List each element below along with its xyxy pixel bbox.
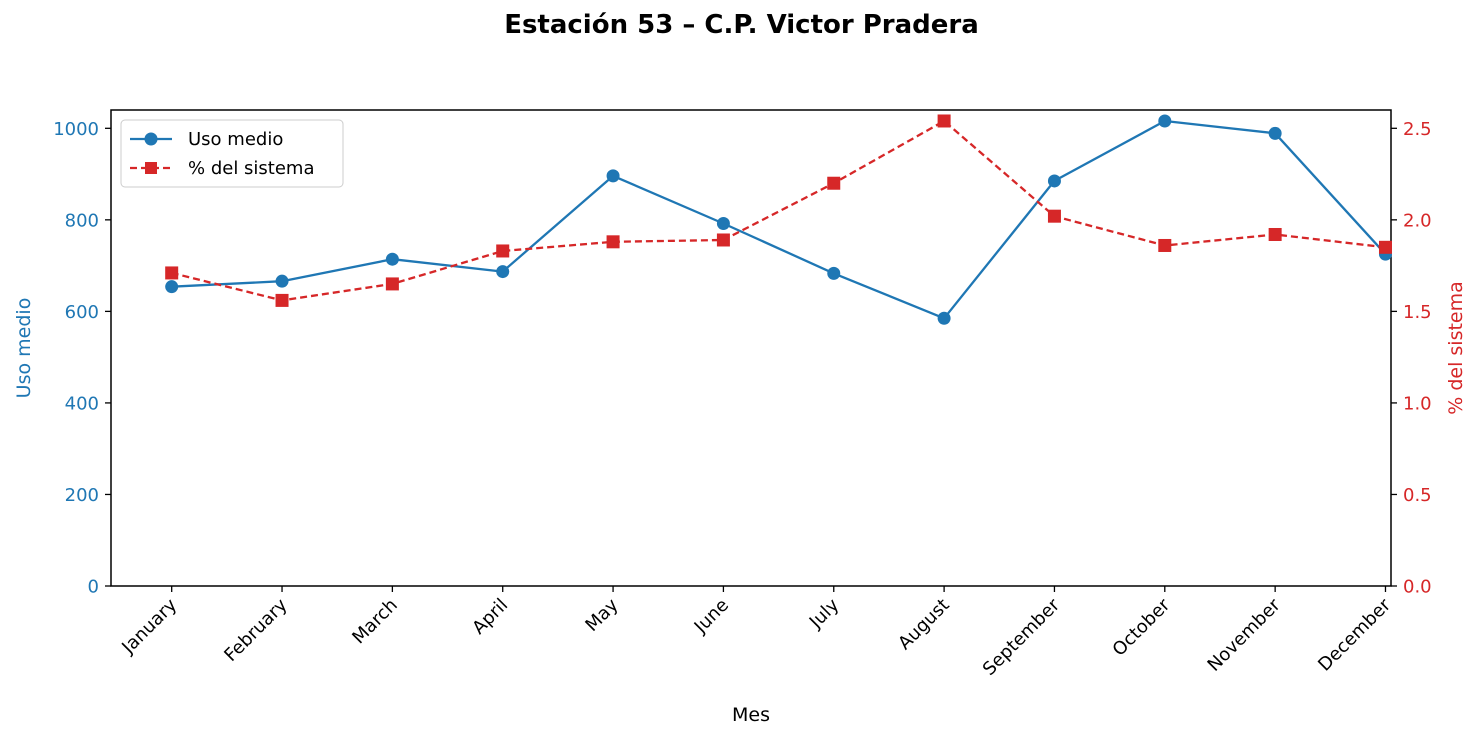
- right-y-axis-label: % del sistema: [1445, 281, 1467, 415]
- left-y-tick-label: 0: [88, 577, 99, 598]
- data-point-uso-medio: [937, 311, 951, 325]
- legend: Uso medio % del sistema: [120, 119, 344, 188]
- data-point-pct-sistema: [1158, 238, 1172, 252]
- x-tick-label: June: [690, 595, 733, 638]
- x-axis-label: Mes: [732, 704, 770, 726]
- left-y-axis: 0 200 400 600 800 1000: [53, 119, 111, 598]
- plot-frame: [110, 109, 1392, 587]
- data-point-pct-sistema: [1268, 227, 1282, 241]
- data-point-pct-sistema: [496, 244, 510, 258]
- data-point-uso-medio: [165, 280, 179, 294]
- data-point-pct-sistema: [1378, 240, 1392, 254]
- data-point-uso-medio: [827, 266, 841, 280]
- left-y-tick-label: 1000: [53, 119, 99, 140]
- x-tick-label: December: [1314, 594, 1395, 675]
- data-point-pct-sistema: [716, 233, 730, 247]
- right-y-axis: 0.0 0.5 1.0 1.5 2.0 2.5: [1391, 119, 1432, 598]
- right-y-tick-label: 2.5: [1403, 119, 1432, 140]
- legend-label-pct-sistema: % del sistema: [188, 158, 315, 179]
- data-point-uso-medio: [496, 265, 510, 279]
- legend-box: [120, 119, 344, 188]
- x-tick-label: October: [1109, 594, 1175, 660]
- data-point-uso-medio: [385, 252, 399, 266]
- right-y-tick-label: 2.0: [1403, 210, 1432, 231]
- data-point-pct-sistema: [385, 277, 399, 291]
- x-tick-label: April: [468, 595, 512, 639]
- data-point-uso-medio: [1158, 114, 1172, 128]
- x-tick-label: March: [348, 595, 402, 649]
- data-point-pct-sistema: [1047, 209, 1061, 223]
- right-y-tick-label: 1.0: [1403, 393, 1432, 414]
- right-y-tick-label: 1.5: [1403, 302, 1432, 323]
- right-y-tick-label: 0.0: [1403, 577, 1432, 598]
- legend-marker-pct-sistema: [145, 162, 157, 174]
- x-tick-label: August: [894, 595, 953, 654]
- left-y-tick-label: 400: [65, 393, 99, 414]
- left-y-axis-label: Uso medio: [13, 298, 35, 399]
- series-layer: [165, 114, 1392, 325]
- x-tick-label: February: [220, 594, 291, 665]
- data-point-pct-sistema: [165, 266, 179, 280]
- legend-label-uso-medio: Uso medio: [188, 129, 283, 150]
- series-line-uso-medio: [171, 119, 1387, 320]
- data-point-pct-sistema: [606, 235, 620, 249]
- data-point-pct-sistema: [275, 293, 289, 307]
- data-point-uso-medio: [1047, 174, 1061, 188]
- x-tick-label: July: [805, 594, 844, 633]
- data-point-uso-medio: [716, 217, 730, 231]
- legend-marker-uso-medio: [144, 132, 158, 146]
- x-tick-label: May: [581, 594, 622, 635]
- x-tick-label: November: [1204, 594, 1285, 675]
- series-line-pct-sistema: [171, 119, 1386, 302]
- x-tick-label: January: [117, 594, 181, 658]
- data-point-pct-sistema: [937, 114, 951, 128]
- x-tick-label: September: [979, 594, 1065, 680]
- data-point-pct-sistema: [827, 176, 841, 190]
- x-axis: January February March April May June July Augu…: [117, 586, 1395, 680]
- left-y-tick-label: 600: [65, 302, 99, 323]
- chart-title: Estación 53 – C.P. Victor Pradera: [504, 10, 979, 40]
- left-y-tick-label: 200: [65, 485, 99, 506]
- data-point-uso-medio: [275, 274, 289, 288]
- data-point-uso-medio: [606, 169, 620, 183]
- left-y-tick-label: 800: [65, 210, 99, 231]
- data-point-uso-medio: [1268, 126, 1282, 140]
- right-y-tick-label: 0.5: [1403, 485, 1432, 506]
